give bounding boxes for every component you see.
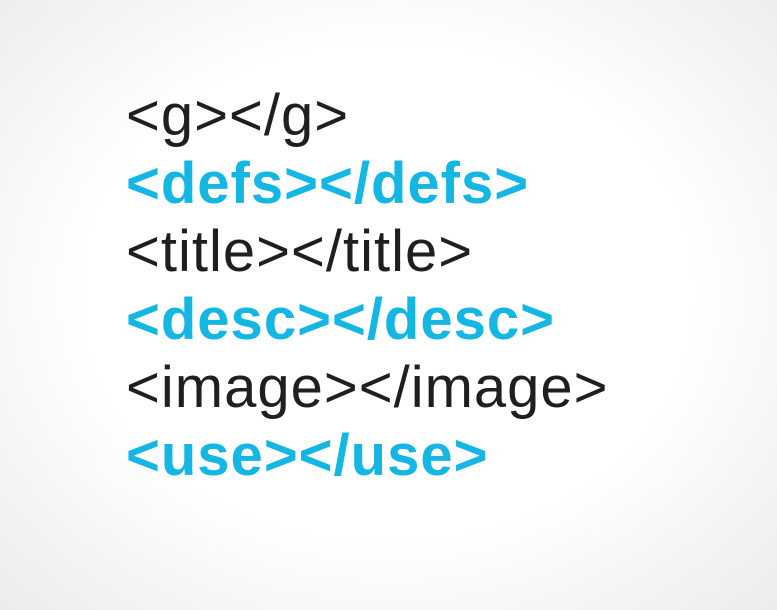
g-element-line: <g></g>	[126, 83, 350, 148]
defs-element-line: <defs></defs>	[126, 151, 530, 216]
use-element-line: <use></use>	[126, 423, 489, 488]
desc-element-line: <desc></desc>	[126, 287, 555, 352]
title-element-line: <title></title>	[126, 219, 474, 284]
svg-element-list: <g></g> <defs></defs> <title></title> <d…	[126, 82, 746, 490]
image-element-line: <image></image>	[126, 355, 609, 420]
